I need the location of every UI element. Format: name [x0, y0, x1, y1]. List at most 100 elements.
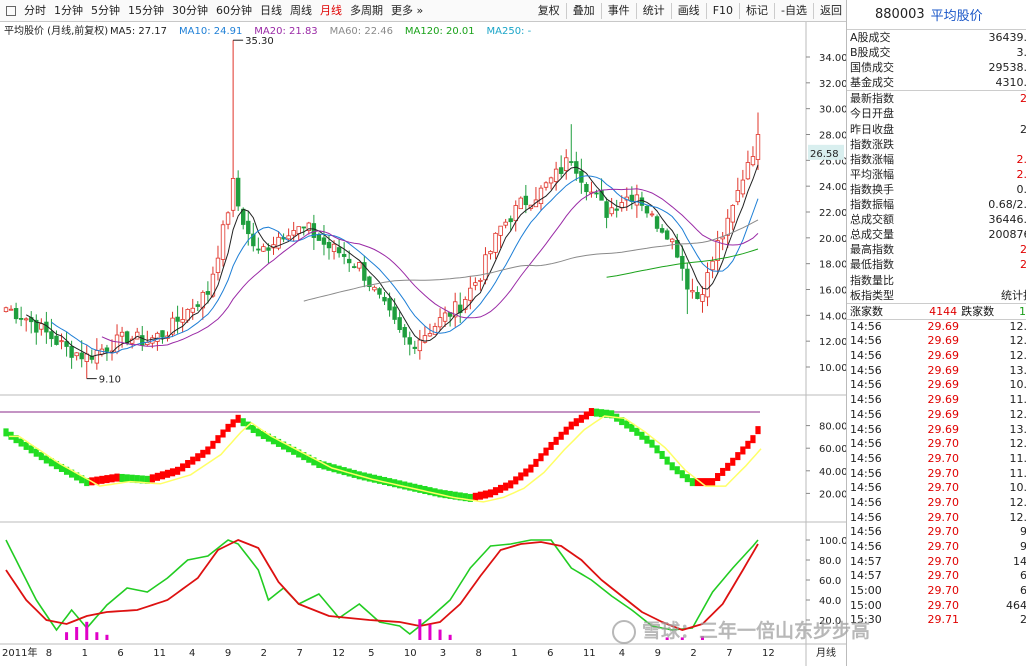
period-tab-6[interactable]: 日线 — [256, 0, 286, 22]
stat-value: 4310.2 — [996, 75, 1026, 90]
candle-down — [50, 332, 54, 339]
candle-up — [519, 198, 523, 209]
candle-down — [337, 248, 341, 253]
index-stat-row: 最高指数29 — [847, 242, 1026, 257]
stat-label: 总成交量 — [850, 227, 894, 242]
kline-chart-svg[interactable]: 34.0032.0030.0028.0026.0024.0022.0020.00… — [0, 22, 846, 666]
tick-time: 14:56 — [847, 320, 891, 335]
tool-button-2[interactable]: 事件 — [604, 0, 634, 22]
stat-label: 指数涨跌 — [850, 137, 894, 152]
candle-up — [373, 287, 377, 290]
period-tab-2[interactable]: 5分钟 — [87, 0, 124, 22]
period-tab-3[interactable]: 15分钟 — [124, 0, 168, 22]
candle-down — [595, 193, 599, 194]
period-tab-8[interactable]: 月线 — [316, 0, 346, 22]
time-axis-label: 9 — [655, 648, 661, 659]
time-axis-label: 6 — [547, 648, 553, 659]
period-tab-5[interactable]: 60分钟 — [212, 0, 256, 22]
candle-down — [80, 353, 84, 359]
low-label: 9.10 — [99, 375, 121, 386]
kdj-bar-up — [488, 489, 493, 497]
kdj-bar-up — [195, 453, 200, 461]
candle-up — [650, 214, 654, 215]
kdj-bar-down — [241, 418, 246, 426]
wr-volume-bar — [105, 635, 108, 640]
candle-up — [514, 206, 518, 221]
tick-price: 29.69 — [891, 364, 959, 379]
kdj-bar-up — [715, 473, 720, 481]
kdj-bar-up — [579, 415, 584, 423]
tool-button-7[interactable]: -自选 — [777, 0, 811, 22]
candle-down — [569, 162, 573, 163]
tick-price: 29.70 — [891, 467, 959, 482]
period-tab-7[interactable]: 周线 — [286, 0, 316, 22]
index-stat-row: 今日开盘2 — [847, 106, 1026, 121]
period-tab-1[interactable]: 1分钟 — [50, 0, 87, 22]
ma-legend-label: MA5: 27.17 — [110, 26, 167, 37]
wr-volume-bar — [65, 632, 68, 640]
time-axis-label: 5 — [368, 648, 374, 659]
tick-price: 29.69 — [891, 408, 959, 423]
period-tab-10[interactable]: 更多 » — [387, 0, 427, 22]
tick-volume: 13. — [959, 364, 1026, 379]
period-tab-0[interactable]: 分时 — [20, 0, 50, 22]
tool-button-8[interactable]: 返回 — [816, 0, 846, 22]
index-name[interactable]: 平均股价 — [931, 5, 983, 24]
advance-count: 4144 — [910, 305, 957, 318]
candle-up — [711, 261, 715, 270]
price-axis-label: 18.00 — [819, 260, 846, 271]
candle-down — [236, 178, 240, 206]
kdj-bar-down — [670, 462, 675, 470]
tool-button-3[interactable]: 统计 — [639, 0, 669, 22]
kdj-bar-up — [483, 491, 488, 499]
candle-up — [85, 354, 89, 362]
tool-button-5[interactable]: F10 — [709, 0, 737, 22]
tool-button-0[interactable]: 复权 — [534, 0, 564, 22]
toolbar-divider — [706, 3, 707, 19]
time-axis-label: 6 — [117, 648, 123, 659]
kdj-signal-line — [9, 416, 761, 502]
kdj-bar-up — [210, 441, 215, 449]
candle-up — [499, 226, 503, 235]
tool-button-1[interactable]: 叠加 — [569, 0, 599, 22]
kdj-bar-up — [543, 448, 548, 456]
time-axis-label: 2 — [261, 648, 267, 659]
time-axis-label: 4 — [619, 648, 625, 659]
period-tab-9[interactable]: 多周期 — [346, 0, 387, 22]
wr-volume-bar — [439, 630, 442, 640]
candle-down — [161, 331, 165, 337]
stat-value: 0.0 — [1017, 182, 1026, 197]
kdj-bar-down — [639, 432, 644, 440]
stat-value: 29 — [1020, 91, 1026, 106]
kdj-bar-down — [660, 451, 665, 459]
layout-toggle-icon[interactable] — [6, 6, 16, 16]
period-tab-4[interactable]: 30分钟 — [168, 0, 212, 22]
tool-button-6[interactable]: 标记 — [742, 0, 772, 22]
tick-price: 29.69 — [891, 349, 959, 364]
tool-button-4[interactable]: 画线 — [674, 0, 704, 22]
